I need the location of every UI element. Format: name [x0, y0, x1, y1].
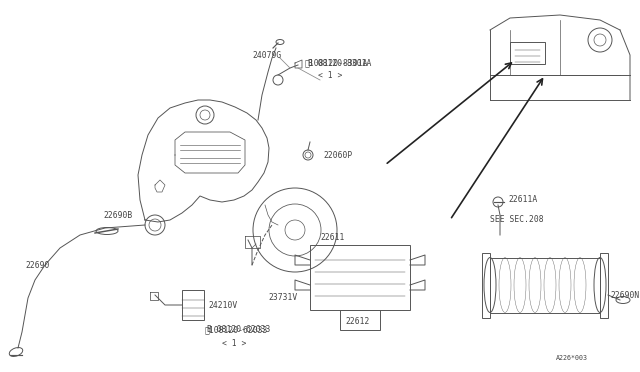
Bar: [310, 245, 410, 310]
Bar: [482, 253, 490, 318]
Text: ␢108120-62033: ␢108120-62033: [205, 326, 268, 334]
Text: A226*003: A226*003: [556, 355, 588, 361]
Text: < 1 >: < 1 >: [318, 71, 342, 80]
Bar: [340, 310, 380, 330]
Text: 24079G: 24079G: [252, 51, 281, 61]
Text: B 08120-62033: B 08120-62033: [207, 326, 270, 334]
Text: < 1 >: < 1 >: [222, 339, 246, 347]
Bar: [600, 253, 608, 318]
Bar: [182, 290, 204, 320]
Text: 23731V: 23731V: [268, 294, 297, 302]
Bar: [490, 258, 600, 313]
Text: 22612: 22612: [345, 317, 369, 327]
Text: 22690N: 22690N: [610, 291, 639, 299]
Text: 24210V: 24210V: [208, 301, 237, 310]
Text: 22611A: 22611A: [508, 196, 537, 205]
Text: SEE SEC.208: SEE SEC.208: [490, 215, 543, 224]
Bar: [510, 42, 545, 64]
Text: B 08120-8301A: B 08120-8301A: [308, 58, 371, 67]
Text: 22690: 22690: [25, 260, 49, 269]
Text: 22060P: 22060P: [323, 151, 352, 160]
Text: 22611: 22611: [320, 232, 344, 241]
Text: 22690B: 22690B: [103, 211, 132, 219]
Text: ⑂108120-8301A: ⑂108120-8301A: [305, 58, 369, 67]
